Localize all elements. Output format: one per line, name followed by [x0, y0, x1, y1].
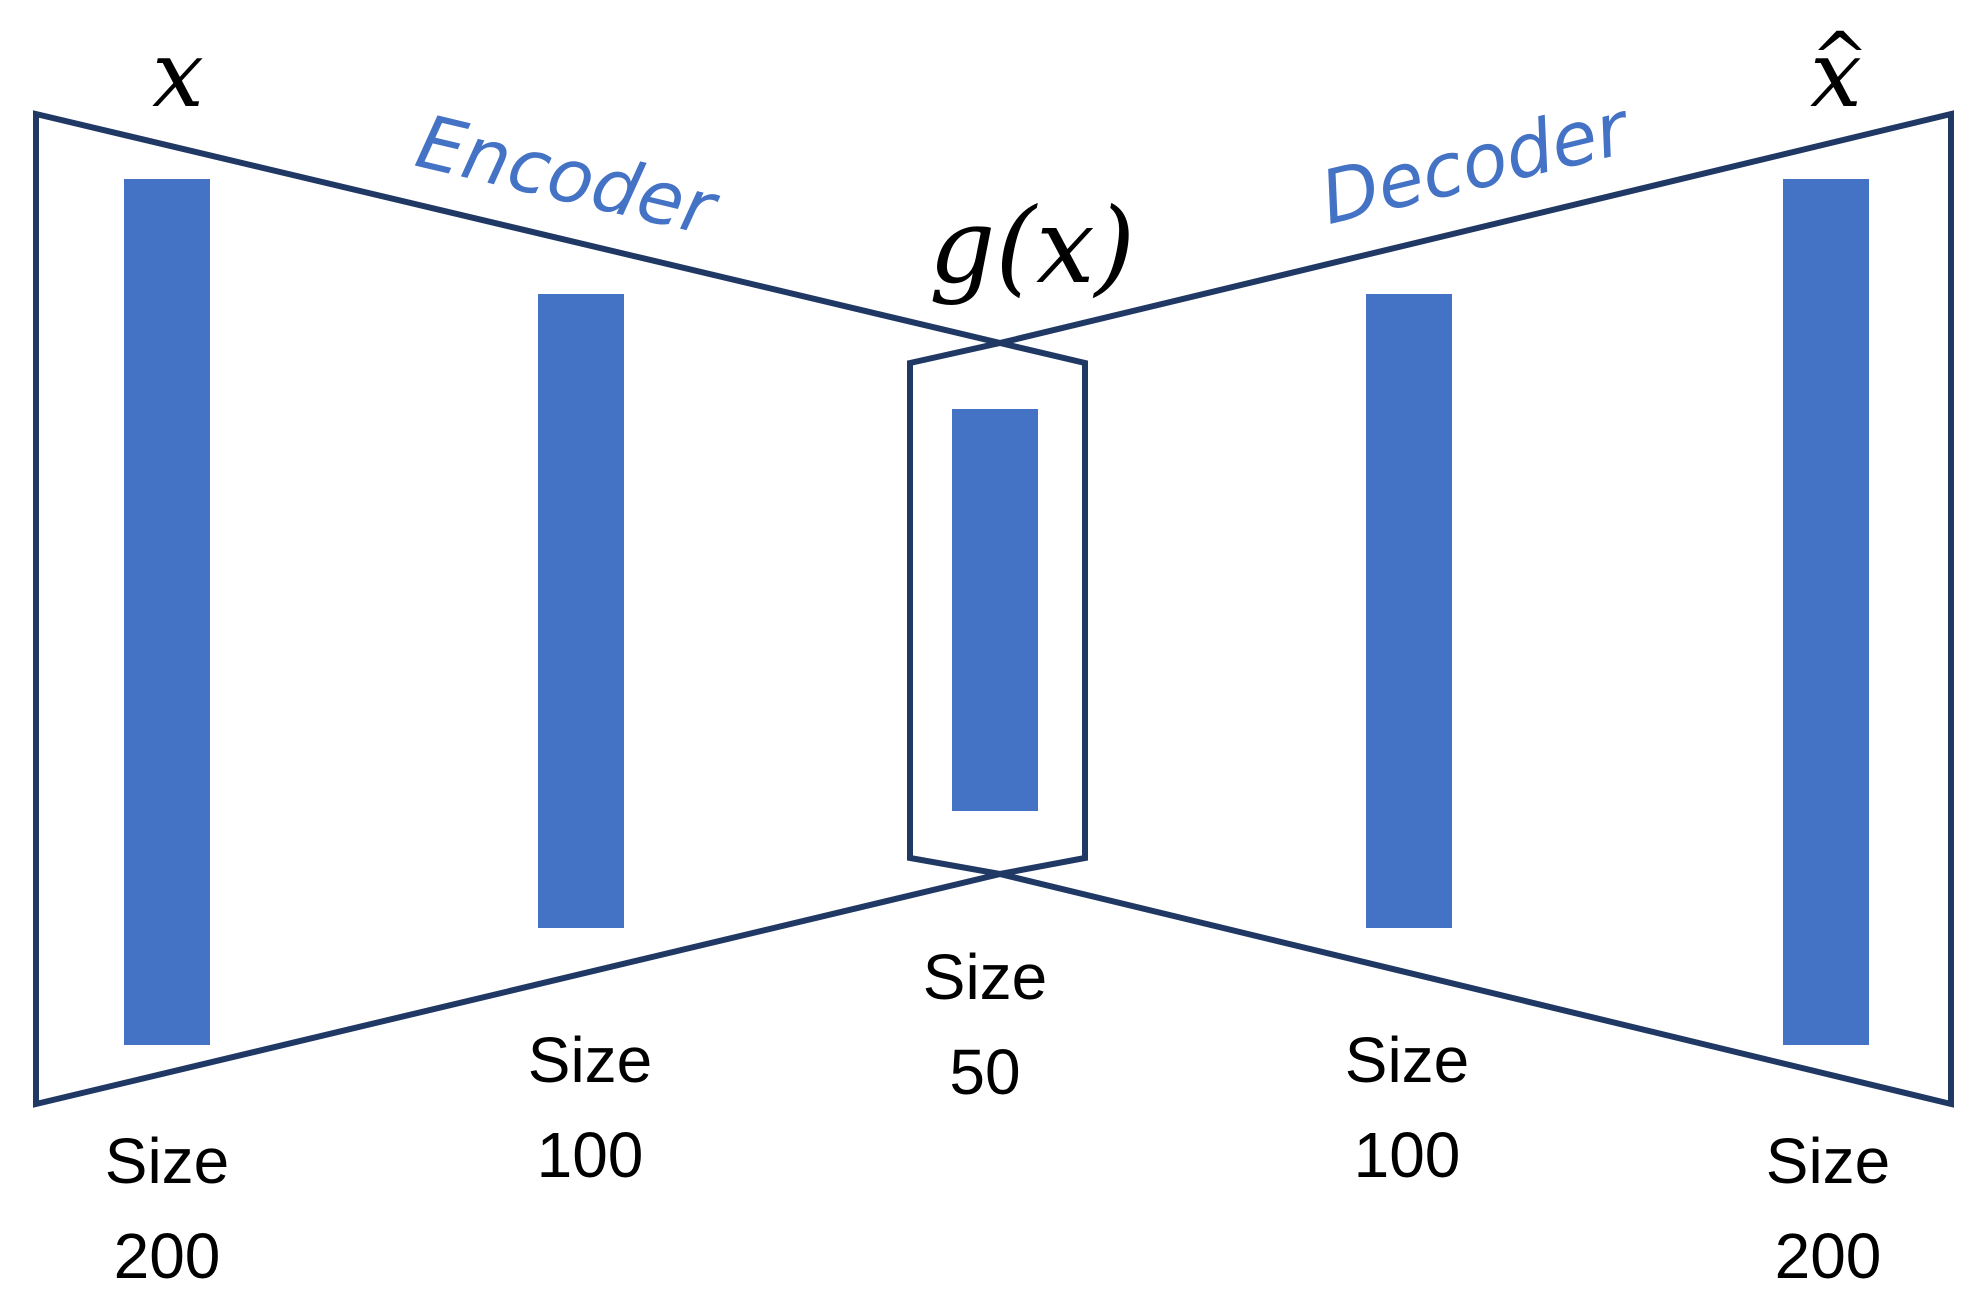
size-word: Size [528, 1024, 653, 1096]
output-hat-accent: ^ [1811, 17, 1870, 99]
size-value: 100 [1354, 1119, 1461, 1191]
output-label: x [1810, 21, 1862, 128]
size-value: 50 [949, 1036, 1020, 1108]
size-value: 100 [537, 1119, 644, 1191]
layer-bar-input [124, 179, 210, 1045]
layer-bar-hidden-encoder [538, 294, 624, 928]
size-word: Size [1766, 1125, 1891, 1197]
size-label-input: Size 200 [105, 1125, 230, 1292]
size-label-hidden-decoder: Size 100 [1345, 1024, 1470, 1191]
size-value: 200 [1775, 1220, 1882, 1292]
size-value: 200 [114, 1220, 221, 1292]
decoder-label: Decoder [1313, 84, 1640, 241]
size-word: Size [1345, 1024, 1470, 1096]
size-label-code: Size 50 [923, 941, 1048, 1108]
layer-bar-hidden-decoder [1366, 294, 1452, 928]
layer-bar-output [1783, 179, 1869, 1045]
bottleneck-label: g(x) [929, 185, 1135, 307]
encoder-label: Encoder [409, 99, 728, 254]
size-word: Size [923, 941, 1048, 1013]
size-word: Size [105, 1125, 230, 1197]
size-label-output: Size 200 [1766, 1125, 1891, 1292]
size-label-hidden-encoder: Size 100 [528, 1024, 653, 1191]
layer-bar-code [952, 409, 1038, 811]
input-label: x [152, 21, 204, 128]
